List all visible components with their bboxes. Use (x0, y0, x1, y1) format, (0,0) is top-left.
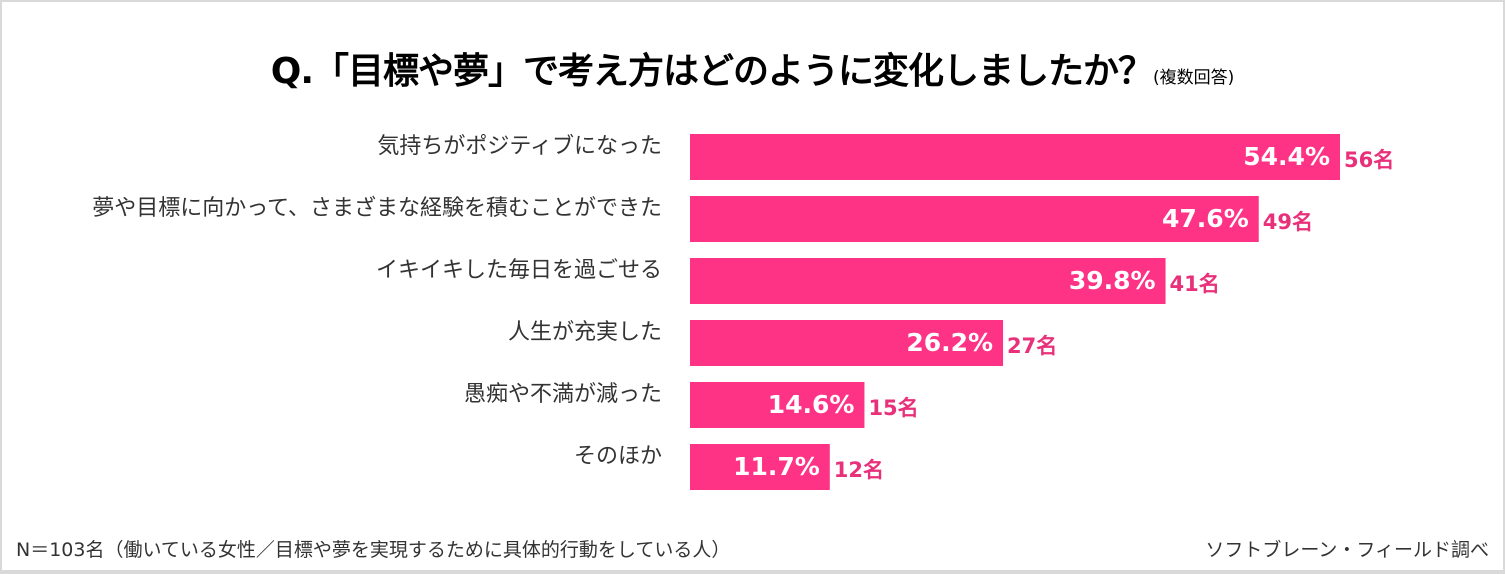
value-label: 47.6% (1162, 204, 1249, 233)
title-main: Q.「目標や夢」で考え方はどのように変化しましたか？ (270, 51, 1154, 92)
count-label: 49名 (1263, 210, 1313, 234)
count-label: 56名 (1344, 148, 1394, 172)
category-label: そのほか (574, 444, 662, 469)
bar (690, 444, 830, 490)
value-label: 11.7% (733, 452, 820, 481)
category-label: 夢や目標に向かって、さまざまな経験を積むことができた (92, 195, 662, 221)
value-label: 54.4% (1243, 142, 1330, 171)
sample-note: N＝103名（働いている女性／目標や夢を実現するために具体的行動をしている人） (16, 539, 731, 561)
count-label: 12名 (834, 458, 884, 482)
bar (690, 382, 865, 428)
count-label: 15名 (868, 396, 918, 420)
category-label: イキイキした毎日を過ごせる (376, 258, 662, 283)
category-label: 人生が充実した (508, 320, 662, 345)
value-label: 26.2% (906, 328, 993, 357)
chart-title: Q.「目標や夢」で考え方はどのように変化しましたか？(複数回答) (2, 42, 1503, 94)
bar (690, 258, 1166, 304)
bar (690, 320, 1004, 366)
source-note: ソフトブレーン・フィールド調べ (1205, 539, 1489, 561)
count-label: 41名 (1170, 272, 1220, 296)
value-label: 39.8% (1069, 266, 1156, 295)
count-label: 27名 (1007, 334, 1057, 358)
category-label: 愚痴や不満が減った (464, 382, 662, 407)
category-label: 気持ちがポジティブになった (377, 134, 662, 159)
title-sub: (複数回答) (1153, 68, 1235, 88)
bar (690, 196, 1259, 242)
bar (690, 134, 1340, 180)
value-label: 14.6% (768, 390, 855, 419)
